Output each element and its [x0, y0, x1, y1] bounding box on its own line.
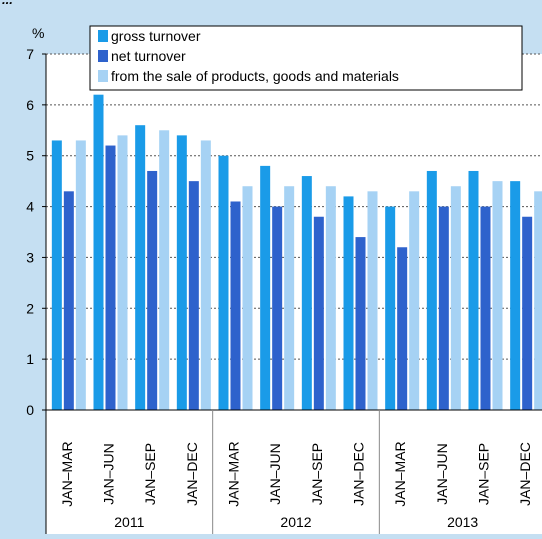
- legend-swatch: [98, 50, 108, 62]
- bar: [147, 170, 158, 410]
- y-tick-label: 0: [26, 402, 34, 418]
- header-fragment: ...: [2, 0, 13, 7]
- x-tick-label: JAN–SEP: [476, 443, 492, 505]
- y-tick-label: 6: [26, 97, 34, 113]
- bar: [75, 140, 86, 410]
- y-tick-label: 1: [26, 351, 34, 367]
- bar: [93, 94, 104, 410]
- label-area: [46, 410, 542, 534]
- bar: [438, 206, 449, 410]
- legend: gross turnover net turnover from the sale …: [89, 25, 523, 91]
- bar: [450, 186, 461, 410]
- bar: [117, 135, 128, 410]
- bars-layer: [51, 94, 542, 411]
- bar: [355, 237, 366, 410]
- year-group-label: 2011: [114, 514, 144, 530]
- bar: [176, 135, 187, 410]
- bar: [534, 191, 542, 410]
- x-tick-label: JAN–JUN: [267, 443, 283, 504]
- x-tick-label: JAN–JUN: [101, 443, 117, 504]
- bar: [63, 191, 74, 410]
- bar: [426, 170, 437, 410]
- bar: [468, 170, 479, 410]
- x-tick-label: JAN–MAR: [226, 441, 242, 506]
- bar: [135, 125, 146, 410]
- x-tick-label: JAN–DEC: [351, 442, 367, 506]
- bar: [301, 176, 312, 410]
- year-group-label: 2013: [447, 514, 478, 530]
- legend-swatch: [98, 70, 108, 82]
- bar: [260, 165, 271, 410]
- y-ticks: 0 1 2 3 4 5 6 7: [26, 46, 46, 418]
- bar: [105, 145, 116, 411]
- legend-label: net turnover: [111, 48, 186, 64]
- bar: [200, 140, 211, 410]
- bar: [230, 201, 241, 410]
- y-tick-label: 7: [26, 46, 34, 62]
- bar: [272, 206, 283, 410]
- bar: [480, 206, 491, 410]
- year-group-label: 2012: [280, 514, 311, 530]
- x-tick-label: JAN–MAR: [59, 441, 75, 506]
- legend-label: from the sale of products, goods and mat…: [111, 68, 399, 84]
- x-tick-label: JAN–JUN: [434, 443, 450, 504]
- y-tick-label: 4: [26, 199, 34, 215]
- bar: [492, 181, 503, 410]
- x-tick-label: JAN–SEP: [142, 443, 158, 505]
- x-tick-label: JAN–MAR: [392, 441, 408, 506]
- bar: [522, 216, 533, 410]
- y-tick-label: 3: [26, 249, 34, 265]
- bar: [325, 186, 336, 410]
- bar: [397, 247, 408, 410]
- y-tick-label: 5: [26, 148, 34, 164]
- year-groups: 2011 2012 2013: [114, 410, 478, 534]
- y-axis-label: %: [32, 25, 44, 41]
- bar: [510, 181, 521, 410]
- y-tick-label: 2: [26, 300, 34, 316]
- legend-swatch: [98, 30, 108, 42]
- bar: [409, 191, 420, 410]
- bar: [218, 155, 229, 410]
- bar: [242, 186, 253, 410]
- x-tick-label: JAN–DEC: [184, 442, 200, 506]
- bar: [51, 140, 62, 410]
- legend-label: gross turnover: [111, 28, 201, 44]
- bar: [159, 130, 170, 411]
- legend-box: [89, 25, 523, 91]
- bar: [284, 186, 295, 410]
- bar: [188, 181, 199, 410]
- x-tick-label: JAN–SEP: [309, 443, 325, 505]
- bar: [343, 196, 354, 410]
- bar: [367, 191, 378, 410]
- bar: [385, 206, 396, 410]
- x-tick-label: JAN–DEC: [517, 442, 533, 506]
- x-labels: JAN–MAR JAN–JUN JAN–SEP JAN–DEC JAN–MAR JAN–J…: [59, 441, 533, 506]
- bar: [313, 216, 324, 410]
